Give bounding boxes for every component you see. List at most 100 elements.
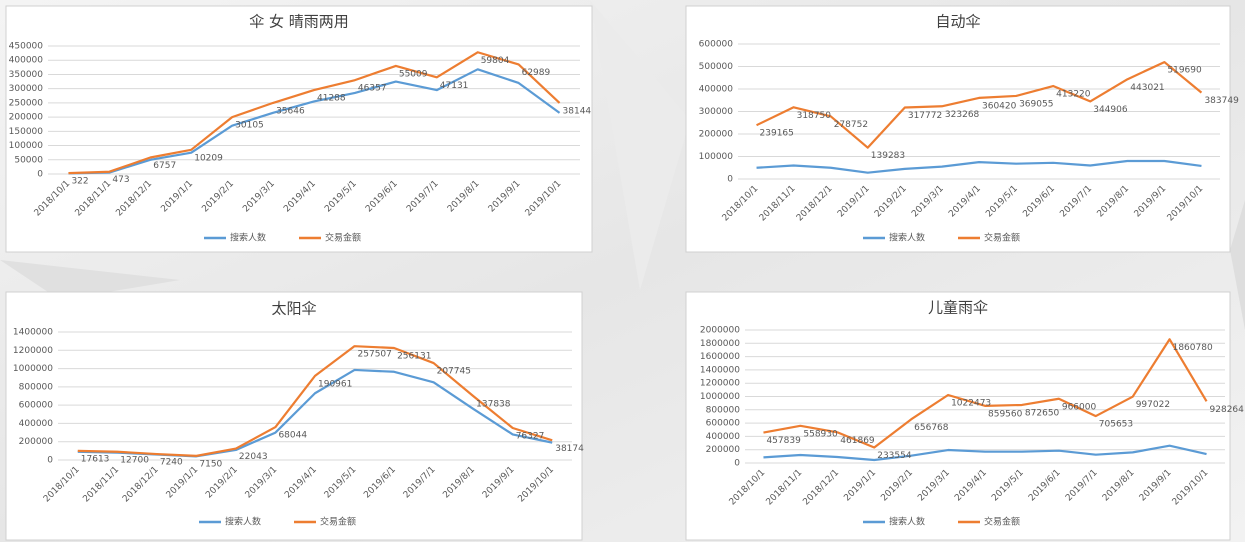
- annotation: 68044: [278, 431, 307, 441]
- y-tick-label: 0: [37, 170, 43, 180]
- background-shape: [1230, 200, 1245, 330]
- y-tick-label: 1800000: [700, 339, 740, 349]
- background-shape: [590, 0, 690, 290]
- data-label: 278752: [834, 120, 868, 130]
- panel: [5, 5, 593, 253]
- y-tick-label: 300000: [699, 107, 734, 117]
- data-label: 344906: [1093, 105, 1128, 115]
- data-label: 519690: [1167, 66, 1202, 76]
- legend-label: 交易金额: [325, 232, 361, 244]
- annotation: 41288: [317, 94, 346, 104]
- data-label: 872650: [1025, 408, 1060, 418]
- legend-label: 搜索人数: [230, 232, 266, 244]
- annotation: 62989: [522, 68, 551, 78]
- legend-label: 交易金额: [984, 516, 1020, 528]
- annotation: 322: [71, 177, 88, 187]
- y-tick-label: 150000: [9, 127, 44, 137]
- y-tick-label: 1200000: [13, 346, 53, 356]
- chart-title: 儿童雨伞: [928, 299, 988, 317]
- y-tick-label: 250000: [9, 98, 44, 108]
- annotation: 473: [112, 175, 129, 185]
- chart-title: 太阳伞: [271, 300, 316, 318]
- legend-label: 交易金额: [320, 516, 356, 528]
- data-label: 705653: [1099, 420, 1133, 430]
- data-label: 360420: [982, 101, 1017, 111]
- y-tick-label: 300000: [9, 84, 44, 94]
- data-label: 318750: [797, 111, 832, 121]
- data-label: 317772: [908, 111, 942, 121]
- data-label: 558930: [803, 429, 838, 439]
- y-tick-label: 800000: [706, 405, 741, 415]
- data-label: 1860780: [1173, 343, 1213, 353]
- annotation: 7150: [199, 459, 222, 469]
- y-tick-label: 2000000: [700, 326, 740, 336]
- y-tick-label: 0: [734, 459, 740, 469]
- y-tick-label: 200000: [19, 437, 54, 447]
- panel: [685, 5, 1231, 253]
- annotation: 35646: [276, 106, 305, 116]
- annotation: 257507: [358, 350, 392, 360]
- data-label: 413220: [1056, 90, 1091, 100]
- y-tick-label: 1400000: [13, 328, 53, 338]
- y-tick-label: 0: [727, 175, 733, 185]
- data-label: 997022: [1136, 400, 1170, 410]
- y-tick-label: 200000: [9, 113, 44, 123]
- y-tick-label: 1000000: [700, 392, 740, 402]
- y-tick-label: 1000000: [13, 364, 53, 374]
- data-label: 1022473: [951, 399, 991, 409]
- annotation: 47131: [440, 81, 469, 91]
- y-tick-label: 100000: [9, 141, 44, 151]
- annotation: 10209: [194, 153, 223, 163]
- annotation: 207745: [437, 367, 471, 377]
- series-line: [68, 68, 561, 175]
- y-tick-label: 350000: [9, 70, 44, 80]
- y-tick-label: 450000: [9, 42, 44, 52]
- annotation: 7240: [160, 458, 183, 468]
- data-label: 443021: [1130, 83, 1164, 93]
- annotation: 76327: [516, 432, 545, 442]
- legend-label: 交易金额: [984, 232, 1020, 244]
- y-tick-label: 1200000: [700, 379, 740, 389]
- legend-label: 搜索人数: [889, 232, 925, 244]
- series-line: [756, 159, 1202, 174]
- chart-title: 伞 女 晴雨两用: [249, 13, 349, 31]
- y-tick-label: 600000: [706, 419, 741, 429]
- y-tick-label: 600000: [19, 401, 54, 411]
- legend-label: 搜索人数: [889, 516, 925, 528]
- annotation: 190961: [318, 379, 352, 389]
- annotation: 137838: [476, 400, 511, 410]
- data-label: 859560: [988, 409, 1023, 419]
- y-tick-label: 1600000: [700, 352, 740, 362]
- charts: 伞 女 晴雨两用 0 50000 100000 150000 200000 250000 30…: [5, 5, 1245, 541]
- data-label: 928264: [1210, 405, 1245, 415]
- annotation: 38144: [563, 106, 592, 116]
- data-label: 966000: [1062, 402, 1097, 412]
- data-label: 383749: [1204, 96, 1239, 106]
- panel: [685, 291, 1231, 541]
- data-label: 461869: [840, 436, 875, 446]
- y-tick-label: 500000: [699, 62, 734, 72]
- series-line: [77, 345, 553, 457]
- y-tick-label: 1400000: [700, 365, 740, 375]
- chart-title: 自动伞: [935, 13, 980, 31]
- y-tick-label: 100000: [699, 152, 734, 162]
- y-tick-label: 200000: [699, 130, 734, 140]
- data-label: 239165: [760, 129, 794, 139]
- y-tick-label: 0: [47, 456, 53, 466]
- annotation: 17613: [81, 454, 110, 464]
- series-line: [756, 60, 1203, 149]
- annotation: 12700: [120, 455, 149, 465]
- annotation: 256131: [397, 352, 431, 362]
- series-line: [763, 338, 1208, 449]
- legend-label: 搜索人数: [225, 516, 261, 528]
- annotation: 22043: [239, 452, 268, 462]
- y-tick-label: 400000: [19, 419, 54, 429]
- annotation: 30105: [235, 121, 264, 131]
- y-tick-label: 200000: [706, 445, 741, 455]
- series-line: [68, 51, 561, 175]
- background-shape: [0, 260, 180, 300]
- annotation: 59804: [481, 56, 510, 66]
- data-label: 369055: [1019, 99, 1053, 109]
